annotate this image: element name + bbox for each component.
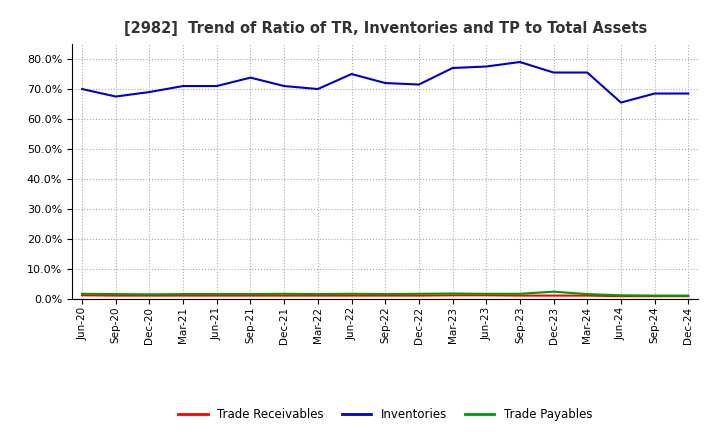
Trade Receivables <box>112 293 120 298</box>
Trade Receivables <box>145 293 154 298</box>
Inventories <box>482 64 490 69</box>
Trade Payables <box>650 293 659 298</box>
Trade Payables <box>212 291 221 297</box>
Trade Receivables <box>313 293 322 298</box>
Legend: Trade Receivables, Inventories, Trade Payables: Trade Receivables, Inventories, Trade Pa… <box>174 403 597 426</box>
Trade Payables <box>381 291 390 297</box>
Line: Inventories: Inventories <box>82 62 688 103</box>
Inventories <box>650 91 659 96</box>
Inventories <box>583 70 592 75</box>
Inventories <box>212 84 221 89</box>
Line: Trade Receivables: Trade Receivables <box>82 295 688 296</box>
Trade Payables <box>616 293 625 298</box>
Trade Receivables <box>684 293 693 299</box>
Trade Receivables <box>78 293 86 298</box>
Inventories <box>280 84 289 89</box>
Trade Receivables <box>212 293 221 298</box>
Trade Payables <box>482 291 490 297</box>
Trade Payables <box>179 291 187 297</box>
Trade Payables <box>347 291 356 297</box>
Inventories <box>415 82 423 87</box>
Inventories <box>112 94 120 99</box>
Trade Payables <box>112 291 120 297</box>
Inventories <box>246 75 255 80</box>
Trade Receivables <box>650 293 659 299</box>
Inventories <box>179 84 187 89</box>
Title: [2982]  Trend of Ratio of TR, Inventories and TP to Total Assets: [2982] Trend of Ratio of TR, Inventories… <box>124 21 647 36</box>
Trade Receivables <box>482 293 490 298</box>
Trade Payables <box>549 289 558 294</box>
Inventories <box>145 89 154 95</box>
Trade Receivables <box>516 293 524 298</box>
Trade Payables <box>280 291 289 297</box>
Trade Receivables <box>246 293 255 298</box>
Trade Payables <box>684 293 693 298</box>
Inventories <box>616 100 625 105</box>
Inventories <box>449 66 457 71</box>
Line: Trade Payables: Trade Payables <box>82 292 688 296</box>
Inventories <box>313 86 322 92</box>
Trade Payables <box>516 291 524 297</box>
Inventories <box>684 91 693 96</box>
Trade Payables <box>449 291 457 296</box>
Trade Payables <box>313 291 322 297</box>
Trade Receivables <box>415 293 423 298</box>
Trade Receivables <box>616 293 625 299</box>
Trade Receivables <box>549 293 558 298</box>
Trade Payables <box>415 291 423 297</box>
Trade Payables <box>246 291 255 297</box>
Trade Receivables <box>583 293 592 298</box>
Trade Payables <box>145 292 154 297</box>
Trade Receivables <box>280 293 289 298</box>
Trade Receivables <box>381 293 390 298</box>
Trade Receivables <box>449 293 457 298</box>
Inventories <box>516 59 524 65</box>
Inventories <box>347 71 356 77</box>
Inventories <box>381 81 390 86</box>
Trade Payables <box>78 291 86 297</box>
Trade Payables <box>583 291 592 297</box>
Trade Receivables <box>347 293 356 298</box>
Trade Receivables <box>179 293 187 298</box>
Inventories <box>78 86 86 92</box>
Inventories <box>549 70 558 75</box>
